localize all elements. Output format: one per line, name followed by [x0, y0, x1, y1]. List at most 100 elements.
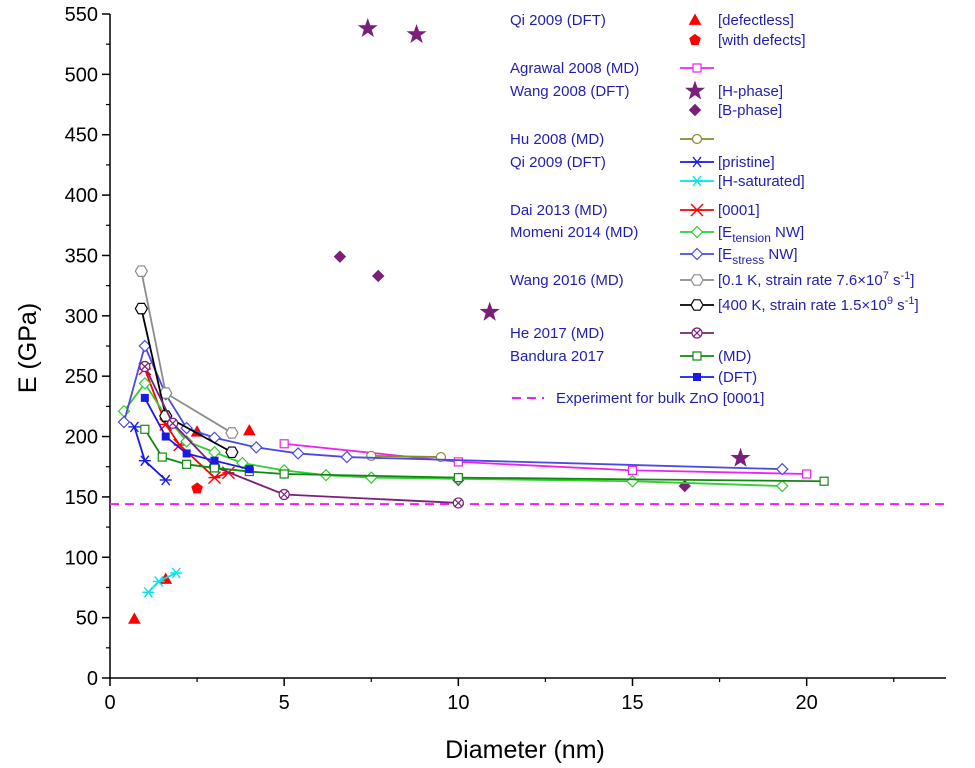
- legend-group: He 2017 (MD): [510, 325, 604, 342]
- data-point: [453, 457, 463, 467]
- series-7: [142, 567, 183, 598]
- series-group: [117, 17, 829, 624]
- series-11: [134, 265, 239, 439]
- series-line: [284, 442, 807, 475]
- series-1: [191, 482, 203, 494]
- data-point: [279, 469, 289, 479]
- data-point: [364, 471, 378, 484]
- legend-marker: [692, 63, 702, 73]
- data-point: [479, 301, 500, 321]
- series-line: [371, 454, 441, 458]
- data-point: [366, 450, 377, 461]
- data-point: [279, 439, 289, 449]
- legend-marker: [688, 13, 702, 25]
- data-point: [730, 447, 751, 467]
- legend-label: [Etension NW]: [718, 224, 804, 245]
- data-point: [182, 459, 192, 469]
- legend-entry: Qi 2009 (DFT) [pristine]: [510, 154, 775, 171]
- legend-marker: [693, 373, 701, 381]
- data-point: [242, 423, 256, 436]
- legend-label: [H-phase]: [718, 83, 783, 100]
- data-point: [627, 465, 638, 475]
- legend: Qi 2009 (DFT) [defectless] [with defects] A…: [510, 12, 919, 407]
- legend-label: [400 K, strain rate 1.5×109 s-1]: [718, 295, 919, 314]
- x-tick-label: 0: [104, 692, 115, 714]
- data-point: [357, 17, 378, 38]
- data-point: [372, 269, 385, 283]
- legend-entry: [Estress NW]: [680, 246, 798, 267]
- legend-marker: [691, 327, 703, 339]
- data-point: [208, 445, 221, 459]
- legend-entry: He 2017 (MD): [510, 325, 714, 342]
- legend-label: (DFT): [718, 369, 757, 386]
- series-10: [117, 339, 789, 476]
- data-point: [775, 479, 789, 493]
- data-point: [225, 427, 239, 439]
- legend-group: Qi 2009 (DFT): [510, 12, 606, 29]
- data-point: [406, 24, 427, 44]
- y-tick-label: 400: [65, 185, 98, 207]
- legend-entry: Wang 2016 (MD) [0.1 K, strain rate 7.6×10…: [510, 270, 914, 289]
- legend-group: Wang 2008 (DFT): [510, 83, 629, 100]
- legend-marker: [691, 156, 703, 168]
- legend-group: Hu 2008 (MD): [510, 131, 604, 148]
- series-13: [139, 360, 464, 509]
- x-axis-title: Diameter (nm): [445, 736, 605, 764]
- data-point: [140, 393, 149, 402]
- legend-label: [Estress NW]: [718, 246, 798, 267]
- data-point: [626, 474, 639, 488]
- legend-entry: Wang 2008 (DFT) [H-phase]: [510, 80, 783, 100]
- legend-label: (MD): [718, 348, 751, 365]
- legend-label: [B-phase]: [718, 102, 782, 119]
- data-point: [128, 421, 141, 433]
- legend-marker: [690, 299, 704, 311]
- data-point: [161, 432, 170, 441]
- data-point: [245, 465, 254, 474]
- legend-marker: [690, 203, 704, 217]
- x-tick-label: 15: [621, 692, 643, 714]
- y-tick-label: 550: [65, 4, 98, 26]
- x-tick-label: 20: [796, 692, 818, 714]
- legend-marker: [690, 274, 704, 286]
- legend-marker: [689, 33, 701, 45]
- series-6: [128, 421, 172, 486]
- x-tick-label: 5: [279, 692, 290, 714]
- data-point: [170, 567, 183, 579]
- legend-entry: [H-saturated]: [680, 173, 805, 190]
- legend-marker: [691, 175, 703, 187]
- y-tick-label: 200: [65, 427, 98, 449]
- data-point: [117, 415, 131, 429]
- series-14: [140, 424, 829, 486]
- data-point: [775, 462, 789, 476]
- legend-entry: [with defects]: [689, 32, 806, 49]
- legend-group: Qi 2009 (DFT): [510, 154, 606, 171]
- data-point: [182, 449, 191, 458]
- y-tick-label: 0: [87, 668, 98, 690]
- legend-label: [0.1 K, strain rate 7.6×107 s-1]: [718, 270, 914, 289]
- y-tick-label: 50: [76, 608, 98, 630]
- series-15: [140, 393, 254, 474]
- axes: 0 5 10 15 2005010015020025030035040045050055…: [65, 4, 946, 714]
- data-point: [167, 417, 179, 429]
- data-point: [208, 471, 221, 485]
- data-point: [180, 435, 193, 448]
- legend-entry: Bandura 2017 (MD): [510, 348, 751, 365]
- legend-reference-label: Experiment for bulk ZnO [0001]: [556, 390, 764, 407]
- data-point: [138, 377, 152, 390]
- data-point: [225, 446, 239, 459]
- data-point: [210, 456, 219, 465]
- x-tick-label: 10: [447, 692, 469, 714]
- legend-label: [defectless]: [718, 12, 794, 29]
- data-point: [453, 472, 463, 483]
- legend-entry: Hu 2008 (MD): [510, 131, 714, 148]
- legend-marker: [691, 133, 703, 145]
- legend-group: Momeni 2014 (MD): [510, 224, 638, 241]
- legend-label: [H-saturated]: [718, 173, 805, 190]
- data-point: [209, 463, 220, 473]
- data-point: [139, 360, 151, 373]
- series-2: [279, 439, 812, 479]
- series-line: [140, 270, 233, 434]
- legend-entry: [B-phase]: [688, 102, 782, 119]
- data-point: [159, 474, 172, 486]
- legend-label: [pristine]: [718, 154, 775, 171]
